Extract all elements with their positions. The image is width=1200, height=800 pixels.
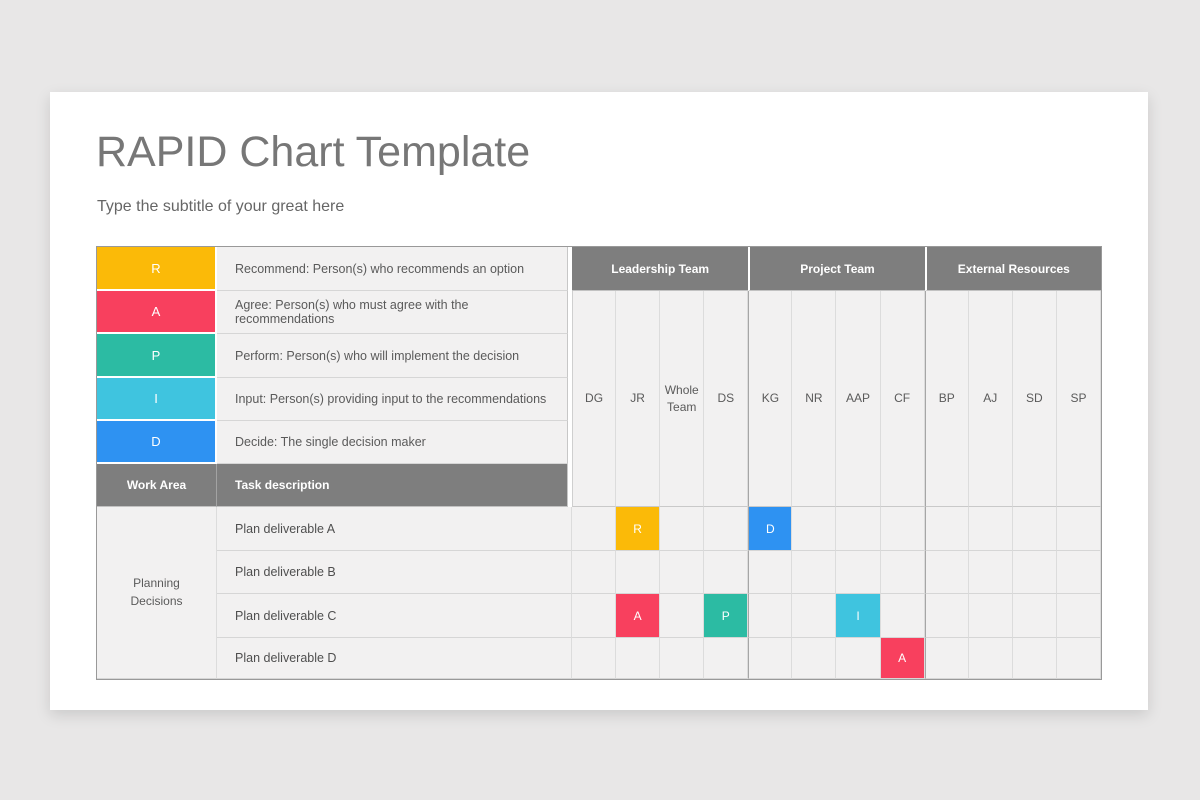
legend-swatch-p: P (97, 334, 217, 378)
member-header-cf: CF (880, 291, 925, 507)
member-header-nr: NR (792, 291, 837, 507)
matrix-cell (748, 638, 793, 679)
matrix-cell (572, 638, 617, 679)
matrix-cell (836, 638, 881, 679)
matrix-cell (792, 507, 837, 551)
legend-description: Recommend: Person(s) who recommends an o… (217, 247, 568, 291)
legend-description: Input: Person(s) providing input to the … (217, 378, 568, 421)
page-title: RAPID Chart Template (96, 128, 531, 176)
task-cell-plan-deliverable-c: Plan deliverable C (217, 594, 572, 638)
matrix-cell (836, 551, 881, 594)
work-area-header: Work Area (97, 464, 217, 507)
work-area-label: Planning Decisions (130, 576, 183, 608)
task-description-header: Task description (217, 464, 568, 507)
legend-swatch-d: D (97, 421, 217, 464)
matrix-cell (836, 507, 881, 551)
matrix-cell (660, 551, 705, 594)
assignment-chip-a: A (616, 594, 661, 638)
matrix-cell (572, 551, 617, 594)
page-subtitle: Type the subtitle of your great here (97, 198, 345, 215)
matrix-cell (792, 594, 837, 638)
matrix-cell (968, 551, 1013, 594)
member-header-aj: AJ (968, 291, 1013, 507)
matrix-cell (880, 551, 925, 594)
matrix-cell (704, 551, 749, 594)
matrix-cell (1056, 638, 1101, 679)
matrix-cell (968, 507, 1013, 551)
matrix-cell (1012, 638, 1057, 679)
group-header-project-team: Project Team (748, 247, 925, 291)
legend-description: Perform: Person(s) who will implement th… (217, 334, 568, 378)
work-area-cell: Planning Decisions (97, 507, 217, 679)
member-header-whole-team: Whole Team (660, 291, 705, 507)
member-header-jr: JR (616, 291, 661, 507)
task-cell-plan-deliverable-b: Plan deliverable B (217, 551, 572, 594)
matrix-cell (1012, 507, 1057, 551)
slide: RAPID Chart Template Type the subtitle o… (50, 92, 1148, 710)
member-header-ds: DS (704, 291, 749, 507)
matrix-cell (1012, 594, 1057, 638)
matrix-cell (924, 551, 969, 594)
matrix-cell (792, 551, 837, 594)
member-header-dg: DG (572, 291, 617, 507)
matrix-cell (968, 594, 1013, 638)
assignment-chip-p: P (704, 594, 749, 638)
matrix-cell (924, 507, 969, 551)
matrix-cell (572, 594, 617, 638)
matrix-cell (616, 551, 661, 594)
task-cell-plan-deliverable-a: Plan deliverable A (217, 507, 572, 551)
matrix-cell (660, 638, 705, 679)
matrix-cell (1056, 594, 1101, 638)
legend-swatch-i: I (97, 378, 217, 421)
legend-swatch-a: A (97, 291, 217, 334)
matrix-cell (792, 638, 837, 679)
matrix-cell (1012, 551, 1057, 594)
group-header-external-resources: External Resources (924, 247, 1101, 291)
legend-description: Decide: The single decision maker (217, 421, 568, 464)
matrix-cell (1056, 507, 1101, 551)
matrix-cell (968, 638, 1013, 679)
member-header-sp: SP (1056, 291, 1101, 507)
matrix-cell (748, 551, 793, 594)
matrix-cell (660, 594, 705, 638)
matrix-cell (880, 594, 925, 638)
matrix-cell (880, 507, 925, 551)
matrix-cell (924, 638, 969, 679)
matrix-cell (704, 638, 749, 679)
member-header-aap: AAP (836, 291, 881, 507)
assignment-chip-r: R (616, 507, 661, 551)
assignment-chip-i: I (836, 594, 881, 638)
member-header-sd: SD (1012, 291, 1057, 507)
matrix-cell (1056, 551, 1101, 594)
assignment-chip-d: D (748, 507, 793, 551)
assignment-chip-a: A (880, 638, 925, 679)
legend-swatch-r: R (97, 247, 217, 291)
group-header-leadership-team: Leadership Team (572, 247, 749, 291)
legend-description: Agree: Person(s) who must agree with the… (217, 291, 568, 334)
matrix-cell (924, 594, 969, 638)
matrix-cell (748, 594, 793, 638)
matrix-cell (572, 507, 617, 551)
member-header-kg: KG (748, 291, 793, 507)
task-cell-plan-deliverable-d: Plan deliverable D (217, 638, 572, 679)
rapid-table: R Recommend: Person(s) who recommends an … (96, 246, 1102, 680)
matrix-cell (704, 507, 749, 551)
matrix-cell (616, 638, 661, 679)
matrix-cell (660, 507, 705, 551)
member-header-bp: BP (924, 291, 969, 507)
